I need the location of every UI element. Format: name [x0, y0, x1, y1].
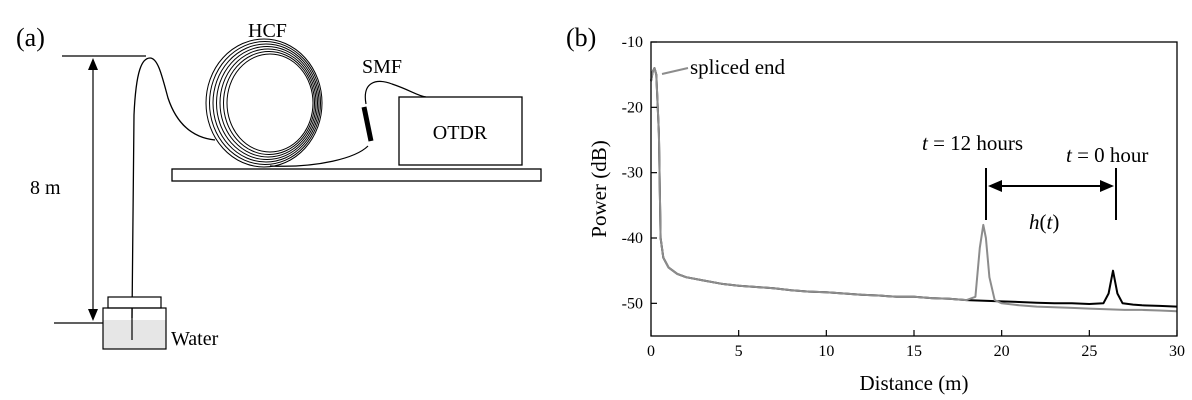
- h-annotation: h(t): [1029, 210, 1059, 234]
- water: [103, 320, 166, 349]
- y-tick-label: -10: [622, 34, 643, 51]
- hanging-fiber: [131, 57, 216, 319]
- y-ticks: -10 -20 -30 -40 -50: [622, 34, 657, 312]
- height-arrow-down: [88, 309, 98, 321]
- x-tick-label: 25: [1081, 343, 1097, 360]
- traces: [650, 67, 1178, 313]
- x-tick-label: 10: [818, 343, 834, 360]
- t0-text: = 0 hour: [1072, 143, 1149, 167]
- t12-annotation: t = 12 hours: [922, 131, 1023, 155]
- smf-label: SMF: [362, 56, 402, 78]
- height-arrow-up: [88, 58, 98, 70]
- splice-protector: [361, 106, 374, 142]
- otdr-label: OTDR: [433, 122, 488, 144]
- panel-a: (a) 8 m HCF SMF OTDR: [16, 20, 542, 350]
- container-lid: [107, 296, 162, 309]
- h-open-paren: (: [1040, 210, 1047, 234]
- y-tick-label: -30: [622, 165, 643, 182]
- hcf-label: HCF: [248, 20, 287, 42]
- x-ticks: 0 5 10 15 20 25 30: [647, 330, 1185, 360]
- panel-a-label: (a): [16, 23, 45, 52]
- trace-t0: [650, 67, 1178, 308]
- spliced-end-pointer: [661, 67, 689, 75]
- table: [171, 168, 542, 182]
- h-arrow-head-right: [1100, 180, 1114, 192]
- y-tick-label: -40: [622, 230, 643, 247]
- h-close-paren: ): [1052, 210, 1059, 234]
- water-container: [102, 307, 167, 350]
- h-variable: h: [1029, 210, 1040, 234]
- x-tick-label: 30: [1169, 343, 1185, 360]
- y-tick-label: -50: [622, 295, 643, 312]
- y-tick-label: -20: [622, 99, 643, 116]
- plot-area: 0 5 10 15 20 25 30 -10 -20 -30 -40 -50: [622, 34, 1185, 360]
- t0-variable: t: [1066, 143, 1073, 167]
- hcf-lead-fiber: [269, 145, 369, 167]
- t12-variable: t: [922, 131, 929, 155]
- x-tick-label: 20: [994, 343, 1010, 360]
- height-label: 8 m: [30, 177, 61, 199]
- otdr-box: [398, 96, 523, 166]
- x-tick-label: 0: [647, 343, 655, 360]
- plot-frame: [650, 41, 1178, 337]
- t0-annotation: t = 0 hour: [1066, 143, 1148, 167]
- water-label: Water: [171, 328, 219, 350]
- panel-b-label: (b): [566, 23, 596, 52]
- trace-t12: [650, 67, 1178, 313]
- h-arrow-head-left: [988, 180, 1002, 192]
- t12-text: = 12 hours: [928, 131, 1023, 155]
- smf-fiber: [364, 80, 427, 105]
- h-arg-variable: t: [1047, 210, 1054, 234]
- x-tick-label: 5: [735, 343, 743, 360]
- panel-b: (b) 0 5 10 15 20 25 30 -10 -20 -30 -40 -50 Distanc…: [566, 23, 1185, 395]
- x-axis-title: Distance (m): [859, 371, 968, 395]
- y-axis-title: Power (dB): [587, 140, 611, 237]
- x-tick-label: 15: [906, 343, 922, 360]
- spliced-end-annotation: spliced end: [690, 55, 786, 79]
- hcf-coil: [205, 38, 323, 168]
